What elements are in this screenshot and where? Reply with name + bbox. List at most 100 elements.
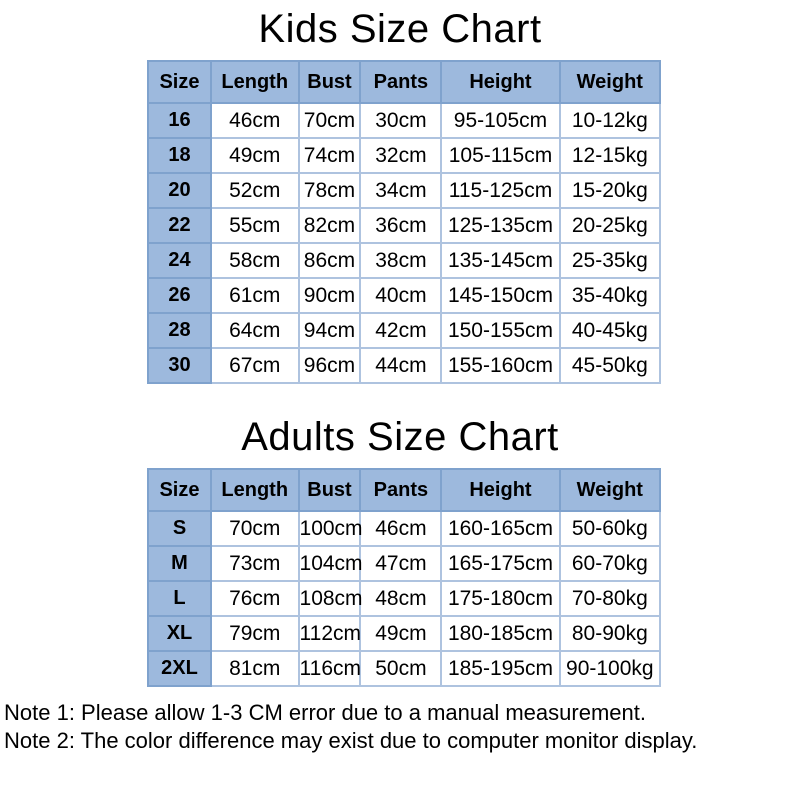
value-cell: 90-100kg (558, 650, 662, 687)
value-cell: 155-160cm (440, 347, 561, 384)
size-label-cell: 16 (147, 102, 212, 139)
value-cell: 50cm (359, 650, 443, 687)
kids-chart-title: Kids Size Chart (258, 7, 542, 51)
value-cell: 150-155cm (440, 312, 561, 349)
value-cell: 49cm (359, 615, 443, 652)
value-cell: 95-105cm (440, 102, 561, 139)
value-cell: 116cm (297, 650, 362, 687)
value-cell: 76cm (209, 580, 300, 617)
value-cell: 35-40kg (558, 277, 662, 314)
notes-section: Note 1: Please allow 1-3 CM error due to… (4, 699, 800, 755)
value-cell: 55cm (209, 207, 300, 244)
column-header-size: Size (147, 468, 212, 512)
value-cell: 38cm (359, 242, 443, 279)
value-cell: 10-12kg (558, 102, 662, 139)
table-row: S 70cm 100cm 46cm 160-165cm 50-60kg (147, 510, 662, 547)
table-row: L 76cm 108cm 48cm 175-180cm 70-80kg (147, 580, 662, 617)
value-cell: 40cm (359, 277, 443, 314)
table-row: 30 67cm 96cm 44cm 155-160cm 45-50kg (147, 347, 662, 384)
kids-size-table: Size Length Bust Pants Height Weight 16 46cm 70… (147, 60, 662, 384)
table-row: 16 46cm 70cm 30cm 95-105cm 10-12kg (147, 102, 662, 139)
value-cell: 46cm (209, 102, 300, 139)
value-cell: 32cm (359, 137, 443, 174)
value-cell: 47cm (359, 545, 443, 582)
value-cell: 30cm (359, 102, 443, 139)
value-cell: 105-115cm (440, 137, 561, 174)
table-row: M 73cm 104cm 47cm 165-175cm 60-70kg (147, 545, 662, 582)
value-cell: 180-185cm (440, 615, 561, 652)
size-label-cell: XL (147, 615, 212, 652)
value-cell: 12-15kg (558, 137, 662, 174)
value-cell: 61cm (209, 277, 300, 314)
column-header-pants: Pants (359, 468, 443, 512)
value-cell: 60-70kg (558, 545, 662, 582)
size-label-cell: L (147, 580, 212, 617)
value-cell: 25-35kg (558, 242, 662, 279)
value-cell: 48cm (359, 580, 443, 617)
value-cell: 175-180cm (440, 580, 561, 617)
column-header-height: Height (440, 468, 561, 512)
note-2: Note 2: The color difference may exist d… (4, 728, 698, 753)
value-cell: 125-135cm (440, 207, 561, 244)
table-row: 24 58cm 86cm 38cm 135-145cm 25-35kg (147, 242, 662, 279)
kids-header-row: Size Length Bust Pants Height Weight (147, 60, 662, 104)
column-header-length: Length (209, 468, 300, 512)
size-label-cell: 2XL (147, 650, 212, 687)
value-cell: 49cm (209, 137, 300, 174)
value-cell: 165-175cm (440, 545, 561, 582)
column-header-bust: Bust (297, 468, 362, 512)
column-header-height: Height (440, 60, 561, 104)
value-cell: 79cm (209, 615, 300, 652)
value-cell: 20-25kg (558, 207, 662, 244)
value-cell: 78cm (297, 172, 362, 209)
value-cell: 67cm (209, 347, 300, 384)
table-row: 28 64cm 94cm 42cm 150-155cm 40-45kg (147, 312, 662, 349)
value-cell: 58cm (209, 242, 300, 279)
adults-size-chart-section: Adults Size Chart Size Length Bust Pants Hei… (0, 384, 800, 687)
value-cell: 45-50kg (558, 347, 662, 384)
column-header-weight: Weight (558, 468, 662, 512)
value-cell: 52cm (209, 172, 300, 209)
value-cell: 115-125cm (440, 172, 561, 209)
adults-header-row: Size Length Bust Pants Height Weight (147, 468, 662, 512)
value-cell: 94cm (297, 312, 362, 349)
value-cell: 185-195cm (440, 650, 561, 687)
table-row: 22 55cm 82cm 36cm 125-135cm 20-25kg (147, 207, 662, 244)
kids-size-chart-section: Kids Size Chart Size Length Bust Pants Heigh… (0, 0, 800, 384)
size-label-cell: 24 (147, 242, 212, 279)
table-row: 26 61cm 90cm 40cm 145-150cm 35-40kg (147, 277, 662, 314)
size-label-cell: M (147, 545, 212, 582)
value-cell: 34cm (359, 172, 443, 209)
column-header-bust: Bust (297, 60, 362, 104)
size-label-cell: 28 (147, 312, 212, 349)
value-cell: 70cm (209, 510, 300, 547)
adults-chart-title: Adults Size Chart (241, 415, 559, 459)
value-cell: 104cm (297, 545, 363, 582)
value-cell: 81cm (209, 650, 300, 687)
value-cell: 50-60kg (558, 510, 662, 547)
value-cell: 90cm (297, 277, 362, 314)
value-cell: 70-80kg (558, 580, 662, 617)
value-cell: 15-20kg (558, 172, 662, 209)
value-cell: 36cm (359, 207, 443, 244)
column-header-length: Length (209, 60, 300, 104)
value-cell: 145-150cm (440, 277, 561, 314)
table-row: 20 52cm 78cm 34cm 115-125cm 15-20kg (147, 172, 662, 209)
adults-size-table: Size Length Bust Pants Height Weight S 70cm 100… (147, 468, 662, 687)
value-cell: 108cm (297, 580, 363, 617)
column-header-weight: Weight (558, 60, 662, 104)
value-cell: 160-165cm (440, 510, 561, 547)
column-header-size: Size (147, 60, 212, 104)
size-label-cell: 26 (147, 277, 212, 314)
value-cell: 42cm (359, 312, 443, 349)
value-cell: 96cm (297, 347, 362, 384)
value-cell: 82cm (297, 207, 362, 244)
value-cell: 70cm (297, 102, 362, 139)
value-cell: 100cm (297, 510, 363, 547)
value-cell: 74cm (297, 137, 362, 174)
value-cell: 40-45kg (558, 312, 662, 349)
table-row: XL 79cm 112cm 49cm 180-185cm 80-90kg (147, 615, 662, 652)
value-cell: 44cm (359, 347, 443, 384)
column-header-pants: Pants (359, 60, 443, 104)
